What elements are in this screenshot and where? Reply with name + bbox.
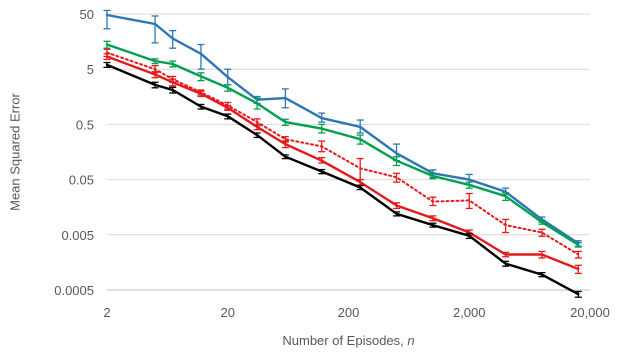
series-1 <box>103 9 582 247</box>
error-bar <box>253 123 261 131</box>
x-axis-title: Number of Episodes, n <box>282 333 414 348</box>
error-bar <box>574 250 582 259</box>
x-tick-label: 20 <box>221 305 235 320</box>
error-bar <box>393 172 401 183</box>
error-bar <box>169 86 177 94</box>
error-bar <box>151 71 159 79</box>
error-bar <box>465 192 473 210</box>
x-tick-labels: 2 20 200 2,000 20,000 <box>103 305 610 320</box>
series-line <box>106 51 580 256</box>
error-bar <box>281 118 289 127</box>
error-bar <box>103 53 111 61</box>
x-tick-label: 2,000 <box>453 305 486 320</box>
y-tick-label: 50 <box>80 7 94 22</box>
gridlines <box>107 13 590 291</box>
error-bar <box>393 156 401 167</box>
x-tick-label: 200 <box>338 305 360 320</box>
series-group <box>103 9 582 298</box>
error-bar <box>318 156 326 164</box>
error-bar <box>103 61 111 69</box>
error-bar <box>465 232 473 240</box>
error-bar <box>197 43 205 70</box>
error-bar <box>502 260 510 267</box>
error-bar <box>538 219 546 225</box>
error-bar <box>318 140 326 153</box>
error-bar <box>281 88 289 109</box>
x-tick-label: 2 <box>103 305 110 320</box>
error-bar <box>393 211 401 217</box>
y-tick-label: 0.005 <box>61 228 94 243</box>
error-bar <box>197 72 205 82</box>
error-bar <box>318 112 326 123</box>
error-bar <box>429 173 437 180</box>
error-bar <box>281 140 289 149</box>
error-bar <box>103 9 111 30</box>
series-line <box>105 55 580 271</box>
x-axis-title-variable: n <box>407 333 414 348</box>
error-bar <box>356 184 364 191</box>
y-tick-label: 0.0005 <box>54 283 94 298</box>
y-tick-label: 0.5 <box>76 117 94 132</box>
series-line <box>105 43 580 247</box>
error-bar <box>169 60 177 68</box>
error-bar <box>502 251 510 258</box>
error-bar <box>538 272 546 278</box>
y-tick-labels: 0.0005 0.005 0.05 0.5 5 50 <box>54 7 94 298</box>
y-tick-label: 0.05 <box>69 173 94 188</box>
y-tick-label: 5 <box>87 62 94 77</box>
error-bar <box>253 97 261 110</box>
error-bar <box>197 103 205 110</box>
error-bar <box>574 290 582 298</box>
error-bar <box>151 58 159 65</box>
error-bar <box>502 192 510 202</box>
error-bar <box>253 132 261 139</box>
error-bar <box>103 40 111 49</box>
error-bar <box>318 123 326 134</box>
series-3 <box>103 48 582 259</box>
error-bar <box>502 218 510 234</box>
series-2 <box>103 40 582 248</box>
error-bar <box>224 68 232 86</box>
error-bar <box>429 215 437 222</box>
x-axis-title-main: Number of Episodes, <box>282 333 407 348</box>
error-bar <box>574 242 582 248</box>
y-axis-title: Mean Squared Error <box>7 92 22 210</box>
x-tick-label: 20,000 <box>570 305 610 320</box>
series-5 <box>103 61 582 298</box>
error-bar <box>429 196 437 207</box>
error-bar <box>429 222 437 228</box>
error-bar <box>224 113 232 120</box>
error-bar <box>224 104 232 111</box>
error-bar <box>224 84 232 92</box>
error-bar <box>538 228 546 237</box>
error-bar <box>574 264 582 275</box>
error-bar <box>356 134 364 145</box>
error-bar <box>318 168 326 175</box>
error-bar <box>169 78 177 87</box>
error-bar <box>151 15 159 44</box>
error-bar <box>465 181 473 189</box>
error-bar <box>538 250 546 259</box>
error-bar <box>169 29 177 49</box>
series-line <box>105 13 580 245</box>
error-bar <box>356 119 364 134</box>
error-bar <box>281 154 289 160</box>
error-bar <box>197 90 205 98</box>
error-bar <box>151 81 159 89</box>
error-bar <box>393 202 401 210</box>
